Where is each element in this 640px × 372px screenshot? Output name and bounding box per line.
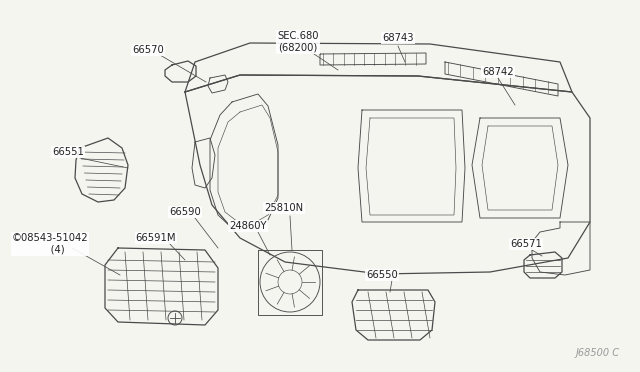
Text: J68500 C: J68500 C — [576, 348, 620, 358]
Text: 25810N: 25810N — [264, 203, 303, 213]
Text: 68743: 68743 — [382, 33, 413, 43]
Text: SEC.680
(68200): SEC.680 (68200) — [277, 31, 319, 53]
Text: 66551: 66551 — [52, 147, 84, 157]
Text: 66590: 66590 — [169, 207, 201, 217]
Text: 66591M: 66591M — [136, 233, 176, 243]
Text: 66571: 66571 — [510, 239, 542, 249]
Text: 66570: 66570 — [132, 45, 164, 55]
Text: 68742: 68742 — [482, 67, 514, 77]
Text: 24860Y: 24860Y — [229, 221, 267, 231]
Text: ©08543-51042
     (4): ©08543-51042 (4) — [12, 233, 88, 255]
Text: 66550: 66550 — [366, 270, 398, 280]
